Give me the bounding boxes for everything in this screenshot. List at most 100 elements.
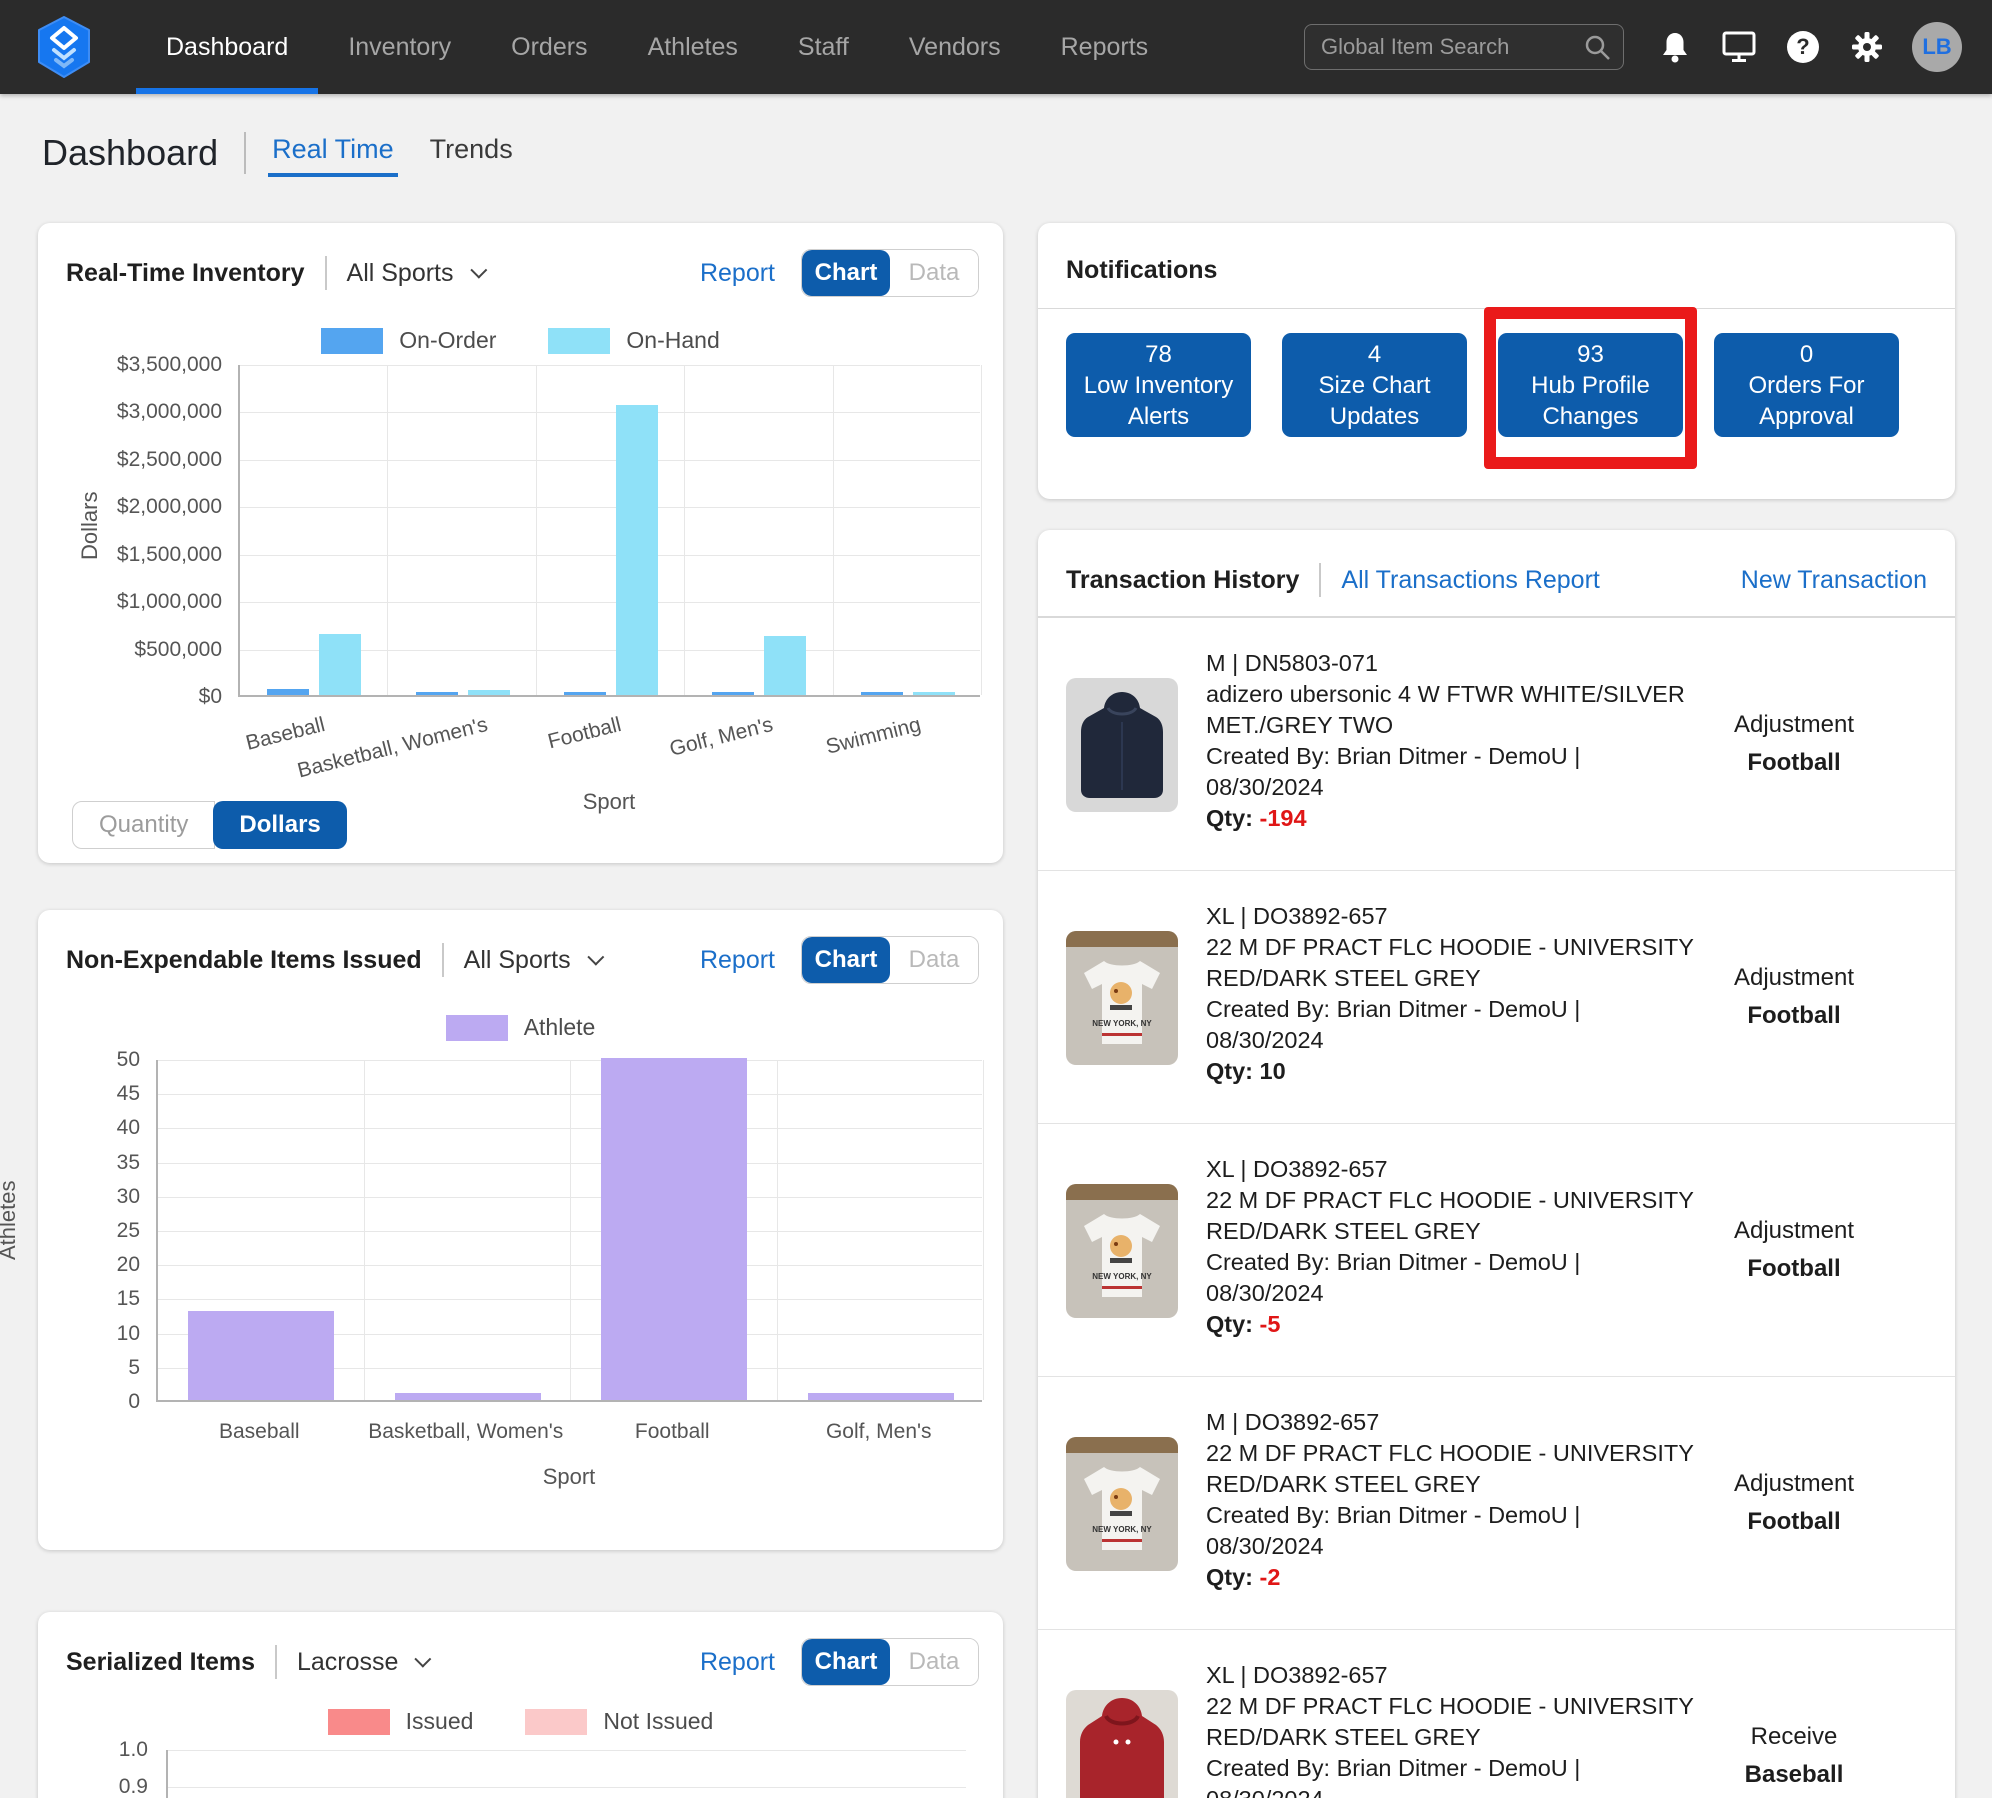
transaction-sport: Baseball (1745, 1761, 1844, 1789)
bar-on-hand (319, 634, 361, 695)
bar-athlete (395, 1393, 541, 1400)
divider (442, 943, 444, 977)
non-expendable-items-card: Non-Expendable Items Issued All Sports R… (38, 910, 1003, 1550)
display-monitor-icon[interactable] (1722, 30, 1756, 64)
notification-button-hub-profile-changes[interactable]: 93Hub Profile Changes (1498, 333, 1683, 437)
bar-athlete (808, 1393, 954, 1400)
chart-legend: IssuedNot Issued (38, 1708, 1003, 1735)
chevron-down-icon (587, 949, 604, 966)
divider (275, 1645, 277, 1679)
legend-item: On-Order (321, 327, 496, 354)
search-icon[interactable] (1582, 32, 1612, 67)
nav-item-athletes[interactable]: Athletes (618, 0, 768, 94)
divider (325, 256, 327, 290)
global-search-input[interactable] (1304, 24, 1624, 70)
quantity-dollars-toggle: Quantity Dollars (72, 801, 347, 849)
toggle-data[interactable]: Data (890, 250, 978, 296)
tab-trends[interactable]: Trends (430, 134, 513, 173)
bar-on-hand (616, 405, 658, 695)
chart-data-toggle: Chart Data (801, 1638, 979, 1686)
item-created-by: Created By: Brian Ditmer - DemoU | (1206, 1500, 1706, 1531)
svg-text:NEW YORK, NY: NEW YORK, NY (1092, 1019, 1152, 1028)
report-link[interactable]: Report (700, 1648, 775, 1677)
notification-button-low-inventory-alerts[interactable]: 78Low Inventory Alerts (1066, 333, 1251, 437)
item-size-sku: XL | DO3892-657 (1206, 901, 1706, 932)
app-logo-icon[interactable] (34, 16, 94, 78)
transaction-sport: Football (1747, 1255, 1840, 1283)
nav-item-reports[interactable]: Reports (1031, 0, 1179, 94)
chart-legend: On-OrderOn-Hand (38, 327, 1003, 354)
nav-menu: Dashboard Inventory Orders Athletes Staf… (136, 0, 1178, 94)
item-created-by: Created By: Brian Ditmer - DemoU | (1206, 994, 1706, 1025)
nav-item-dashboard[interactable]: Dashboard (136, 0, 318, 94)
item-size-sku: M | DN5803-071 (1206, 648, 1706, 679)
item-date: 08/30/2024 (1206, 1784, 1706, 1798)
tab-real-time[interactable]: Real Time (272, 134, 394, 173)
sport-filter-dropdown[interactable]: All Sports (464, 946, 599, 975)
bar-athlete (188, 1311, 334, 1400)
svg-text:NEW YORK, NY: NEW YORK, NY (1092, 1272, 1152, 1281)
transaction-row[interactable]: XL | DO3892-657 22 M DF PRACT FLC HOODIE… (1038, 1630, 1955, 1798)
item-name: 22 M DF PRACT FLC HOODIE - UNIVERSITY RE… (1206, 1438, 1706, 1500)
settings-gear-icon[interactable] (1850, 30, 1884, 64)
bar-on-order (861, 692, 903, 695)
card-title: Non-Expendable Items Issued (66, 946, 422, 975)
divider (1319, 563, 1321, 597)
toggle-chart[interactable]: Chart (802, 250, 890, 296)
bar-on-order (267, 689, 309, 695)
legend-swatch (446, 1015, 508, 1041)
transaction-row[interactable]: NEW YORK, NY M | DO3892-657 22 M DF PRAC… (1038, 1377, 1955, 1630)
nav-item-staff[interactable]: Staff (768, 0, 879, 94)
item-date: 08/30/2024 (1206, 1278, 1706, 1309)
product-image-jacket-navy (1066, 678, 1178, 812)
transaction-sport: Football (1747, 1508, 1840, 1536)
notifications-card: Notifications 78Low Inventory Alerts 4Siz… (1038, 223, 1955, 499)
report-link[interactable]: Report (700, 946, 775, 975)
transaction-row[interactable]: NEW YORK, NY XL | DO3892-657 22 M DF PRA… (1038, 1124, 1955, 1377)
product-image-tshirt-white: NEW YORK, NY (1066, 1184, 1178, 1318)
item-quantity: Qty: -5 (1206, 1309, 1706, 1340)
notification-button-size-chart-updates[interactable]: 4Size Chart Updates (1282, 333, 1467, 437)
sport-filter-dropdown[interactable]: All Sports (347, 259, 482, 288)
item-date: 08/30/2024 (1206, 772, 1706, 803)
transaction-sport: Football (1747, 1002, 1840, 1030)
bar-on-hand (468, 690, 510, 695)
transaction-history-card: Transaction History All Transactions Rep… (1038, 530, 1955, 1798)
transaction-row[interactable]: M | DN5803-071 adizero ubersonic 4 W FTW… (1038, 618, 1955, 871)
item-date: 08/30/2024 (1206, 1531, 1706, 1562)
item-name: 22 M DF PRACT FLC HOODIE - UNIVERSITY RE… (1206, 1185, 1706, 1247)
toggle-chart[interactable]: Chart (802, 1639, 890, 1685)
top-navigation: Dashboard Inventory Orders Athletes Staf… (0, 0, 1992, 94)
nav-item-vendors[interactable]: Vendors (879, 0, 1031, 94)
notification-button-orders-for-approval[interactable]: 0Orders For Approval (1714, 333, 1899, 437)
page-title: Dashboard (42, 132, 218, 174)
nav-item-inventory[interactable]: Inventory (318, 0, 481, 94)
nav-item-orders[interactable]: Orders (481, 0, 617, 94)
card-title: Serialized Items (66, 1648, 255, 1677)
bar-on-order (712, 692, 754, 695)
chart-legend: Athlete (38, 1014, 1003, 1041)
toggle-dollars[interactable]: Dollars (213, 801, 346, 849)
bar-on-order (416, 692, 458, 695)
transaction-row[interactable]: NEW YORK, NY XL | DO3892-657 22 M DF PRA… (1038, 871, 1955, 1124)
sport-filter-dropdown[interactable]: Lacrosse (297, 1648, 426, 1677)
toggle-quantity[interactable]: Quantity (72, 801, 215, 849)
bar-on-hand (764, 636, 806, 695)
new-transaction-link[interactable]: New Transaction (1741, 566, 1927, 595)
notifications-bell-icon[interactable] (1658, 30, 1692, 64)
help-icon[interactable]: ? (1786, 30, 1820, 64)
toggle-data[interactable]: Data (890, 1639, 978, 1685)
item-quantity: Qty: -194 (1206, 803, 1706, 834)
all-transactions-report-link[interactable]: All Transactions Report (1341, 566, 1599, 595)
report-link[interactable]: Report (700, 259, 775, 288)
user-avatar[interactable]: LB (1912, 22, 1962, 72)
transaction-type: Adjustment (1734, 1470, 1854, 1498)
serialized-items-card: Serialized Items Lacrosse Report Chart D… (38, 1612, 1003, 1798)
toggle-chart[interactable]: Chart (802, 937, 890, 983)
item-name: adizero ubersonic 4 W FTWR WHITE/SILVER … (1206, 679, 1706, 741)
legend-swatch (328, 1709, 390, 1735)
notifications-title: Notifications (1066, 256, 1217, 285)
item-size-sku: XL | DO3892-657 (1206, 1154, 1706, 1185)
toggle-data[interactable]: Data (890, 937, 978, 983)
transaction-type: Adjustment (1734, 1217, 1854, 1245)
